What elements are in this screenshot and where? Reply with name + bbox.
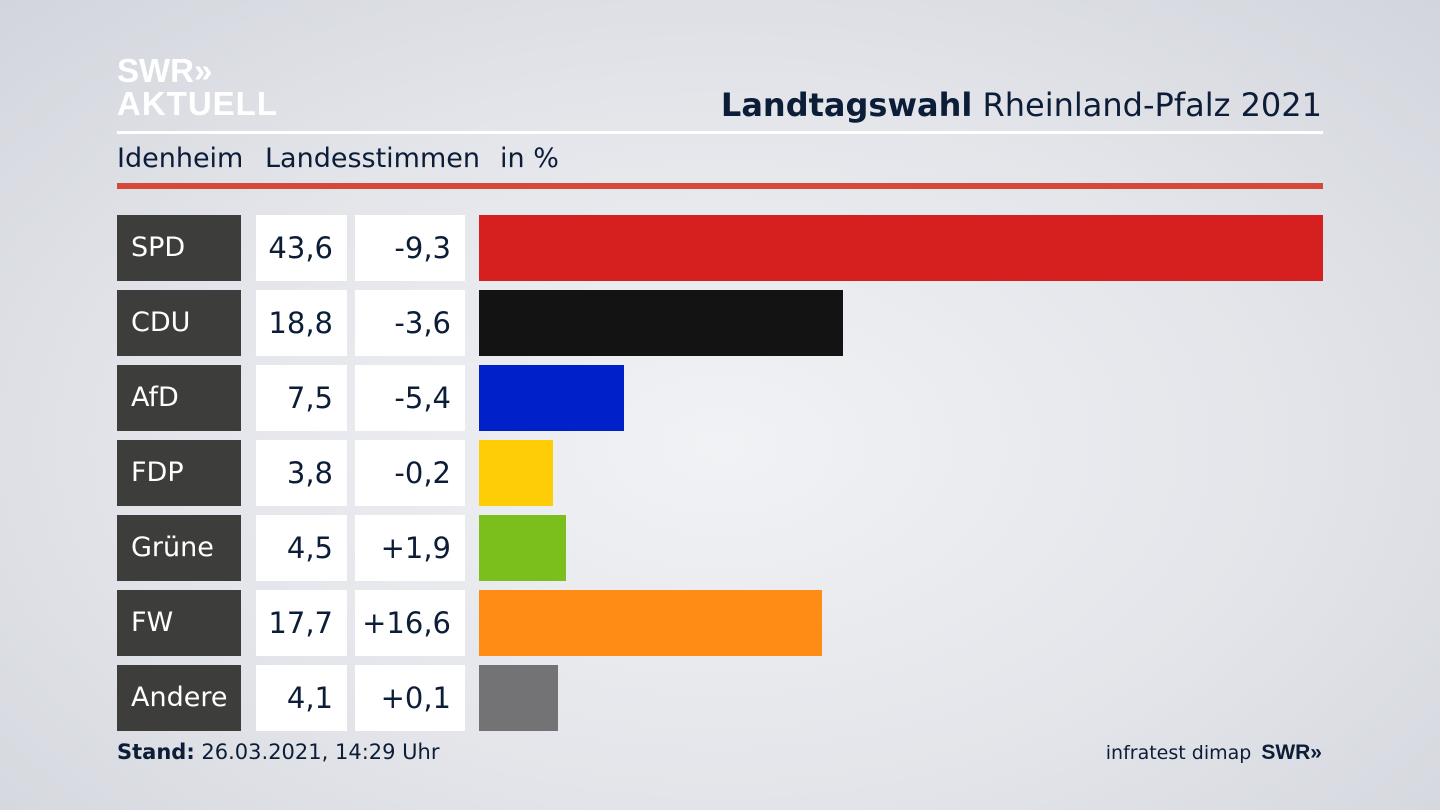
chart-title: Landtagswahl Rheinland-Pfalz 2021	[721, 86, 1322, 124]
source-credit: infratest dimap SWR»	[1106, 741, 1322, 765]
bar-gruene	[479, 515, 566, 581]
vote-share-value: 17,7	[256, 590, 347, 656]
party-label: Andere	[117, 665, 241, 731]
vote-share-value: 4,5	[256, 515, 347, 581]
source-label: infratest dimap	[1105, 742, 1252, 764]
stand-value: 26.03.2021, 14:29 Uhr	[194, 740, 440, 764]
bar-fw	[479, 590, 822, 656]
party-label: CDU	[117, 290, 241, 356]
timestamp: Stand: 26.03.2021, 14:29 Uhr	[117, 740, 440, 764]
vote-change-value: -9,3	[355, 215, 465, 281]
party-label: FW	[117, 590, 241, 656]
vote-share-value: 4,1	[256, 665, 347, 731]
logo-line-1: SWR»	[117, 52, 213, 89]
header-divider	[117, 131, 1323, 134]
title-rest: Rheinland-Pfalz 2021	[972, 86, 1322, 124]
swr-aktuell-logo: SWR» AKTUELL	[117, 54, 278, 120]
vote-change-value: +0,1	[355, 665, 465, 731]
location-label: Idenheim	[117, 143, 244, 174]
swr-footer-logo: SWR»	[1261, 741, 1322, 764]
party-label: SPD	[117, 215, 241, 281]
vote-change-value: +1,9	[355, 515, 465, 581]
vote-change-value: +16,6	[355, 590, 465, 656]
bar-andere	[479, 665, 558, 731]
party-label: Grüne	[117, 515, 241, 581]
vote-type-label: Landesstimmen	[265, 143, 480, 174]
vote-change-value: -5,4	[355, 365, 465, 431]
bar-afd	[479, 365, 624, 431]
vote-share-value: 18,8	[256, 290, 347, 356]
vote-change-value: -0,2	[355, 440, 465, 506]
vote-change-value: -3,6	[355, 290, 465, 356]
stand-label: Stand:	[117, 740, 195, 764]
bar-cdu	[479, 290, 843, 356]
accent-divider	[117, 183, 1323, 189]
vote-share-value: 3,8	[256, 440, 347, 506]
bar-spd	[479, 215, 1323, 281]
vote-share-value: 7,5	[256, 365, 347, 431]
vote-share-value: 43,6	[256, 215, 347, 281]
title-bold: Landtagswahl	[720, 86, 973, 124]
party-label: FDP	[117, 440, 241, 506]
bar-fdp	[479, 440, 553, 506]
unit-label: in %	[500, 143, 559, 174]
party-label: AfD	[117, 365, 241, 431]
logo-line-2: AKTUELL	[117, 85, 278, 122]
